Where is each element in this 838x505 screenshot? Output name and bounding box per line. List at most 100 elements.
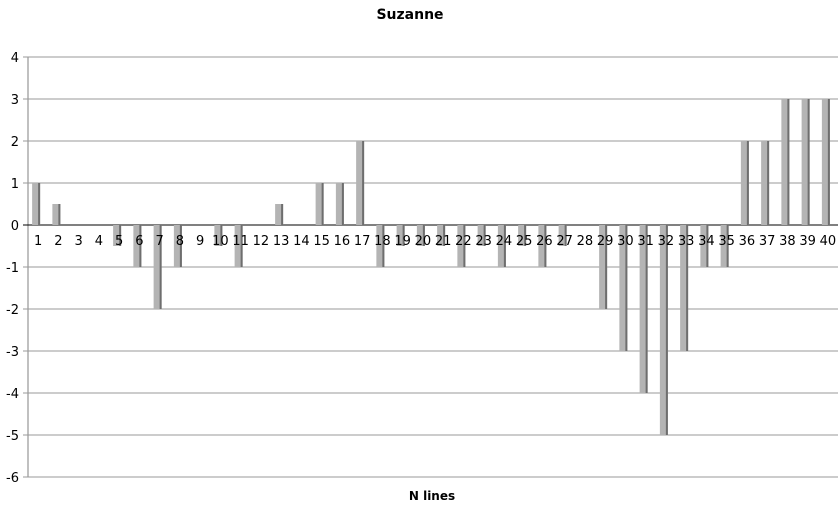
bar <box>518 225 527 246</box>
bar-shadow <box>767 141 770 225</box>
bar <box>113 225 122 246</box>
x-tick-label: 11 <box>232 234 249 249</box>
bar-shadow <box>726 225 729 267</box>
x-axis-title: N lines <box>409 489 455 503</box>
bar-shadow <box>362 141 365 225</box>
x-tick-label: 8 <box>176 234 184 249</box>
bar <box>619 225 628 351</box>
x-tick-label: 20 <box>415 234 432 249</box>
bar <box>214 225 223 246</box>
bar-shadow <box>483 225 486 246</box>
x-tick-label: 14 <box>293 234 310 249</box>
y-tick-label: -5 <box>6 429 19 444</box>
bar-shadow <box>625 225 628 351</box>
x-tick-label: 38 <box>779 234 796 249</box>
y-tick-label: 3 <box>11 93 19 108</box>
bar-face <box>639 225 648 393</box>
bar-shadow <box>524 225 527 246</box>
bar-shadow <box>179 225 182 267</box>
bar <box>821 99 830 225</box>
bar-face <box>376 225 385 267</box>
y-tick-label: -1 <box>6 261 19 276</box>
bars <box>32 99 830 435</box>
x-tick-label: 27 <box>556 234 573 249</box>
bar-face <box>315 183 324 225</box>
bar-shadow <box>402 225 405 246</box>
bar-face <box>335 183 344 225</box>
bar-shadow <box>564 225 567 246</box>
bar-face <box>437 225 446 246</box>
x-axis-ticks: 1 2 3 4 5 6 7 8 9 10 11 12 13 14 15 16 17 18 19 20 21 22 23 24 2… <box>34 234 836 249</box>
bar-face <box>416 225 425 246</box>
bar-face <box>173 225 182 267</box>
bar-shadow <box>240 225 243 267</box>
bar-face <box>457 225 466 267</box>
bar-shadow <box>38 183 41 225</box>
bar-shadow <box>605 225 608 309</box>
bar <box>801 99 810 225</box>
bar <box>153 225 162 309</box>
bar-face <box>700 225 709 267</box>
bar-face <box>396 225 405 246</box>
bar-face <box>740 141 749 225</box>
x-tick-label: 39 <box>799 234 816 249</box>
bar <box>639 225 648 393</box>
bar-shadow <box>321 183 324 225</box>
y-axis-ticks: 4 3 2 1 0 -1 -2 -3 -4 -5 -6 <box>6 51 19 486</box>
bar-shadow <box>686 225 689 351</box>
x-tick-label: 15 <box>313 234 330 249</box>
y-tick-label: 0 <box>11 219 19 234</box>
bar <box>497 225 506 267</box>
y-tick-label: 2 <box>11 135 19 150</box>
bar-face <box>497 225 506 267</box>
bar-shadow <box>746 141 749 225</box>
bar <box>335 183 344 225</box>
x-tick-label: 25 <box>516 234 533 249</box>
bar <box>275 204 284 225</box>
bar-shadow <box>544 225 547 267</box>
y-tick-label: -4 <box>6 387 19 402</box>
x-tick-label: 22 <box>455 234 472 249</box>
bar-face <box>720 225 729 267</box>
bar <box>761 141 770 225</box>
x-tick-label: 29 <box>597 234 614 249</box>
bar-face <box>477 225 486 246</box>
bar <box>720 225 729 267</box>
x-tick-label: 5 <box>115 234 123 249</box>
bar <box>781 99 790 225</box>
gridlines <box>23 56 838 478</box>
bar <box>740 141 749 225</box>
x-tick-label: 12 <box>253 234 270 249</box>
bar-face <box>153 225 162 309</box>
bar-shadow <box>807 99 810 225</box>
bar <box>315 183 324 225</box>
x-tick-label: 30 <box>617 234 634 249</box>
bar-face <box>234 225 243 267</box>
bar <box>396 225 405 246</box>
x-tick-label: 31 <box>637 234 654 249</box>
bar <box>416 225 425 246</box>
bar-face <box>356 141 365 225</box>
y-tick-label: -2 <box>6 303 19 318</box>
x-tick-label: 6 <box>135 234 143 249</box>
bar-shadow <box>422 225 425 246</box>
bar <box>376 225 385 267</box>
bar-face <box>113 225 122 246</box>
x-tick-label: 18 <box>374 234 391 249</box>
bar <box>32 183 41 225</box>
bar-shadow <box>382 225 385 267</box>
bar-face <box>275 204 284 225</box>
bar <box>173 225 182 267</box>
x-tick-label: 16 <box>334 234 351 249</box>
x-tick-label: 37 <box>759 234 776 249</box>
bar <box>680 225 689 351</box>
bar <box>700 225 709 267</box>
bar-face <box>801 99 810 225</box>
bar-face <box>518 225 527 246</box>
bar <box>477 225 486 246</box>
x-tick-label: 1 <box>34 234 42 249</box>
bar-shadow <box>503 225 506 267</box>
bar-face <box>558 225 567 246</box>
x-tick-label: 32 <box>658 234 675 249</box>
bar-face <box>133 225 142 267</box>
